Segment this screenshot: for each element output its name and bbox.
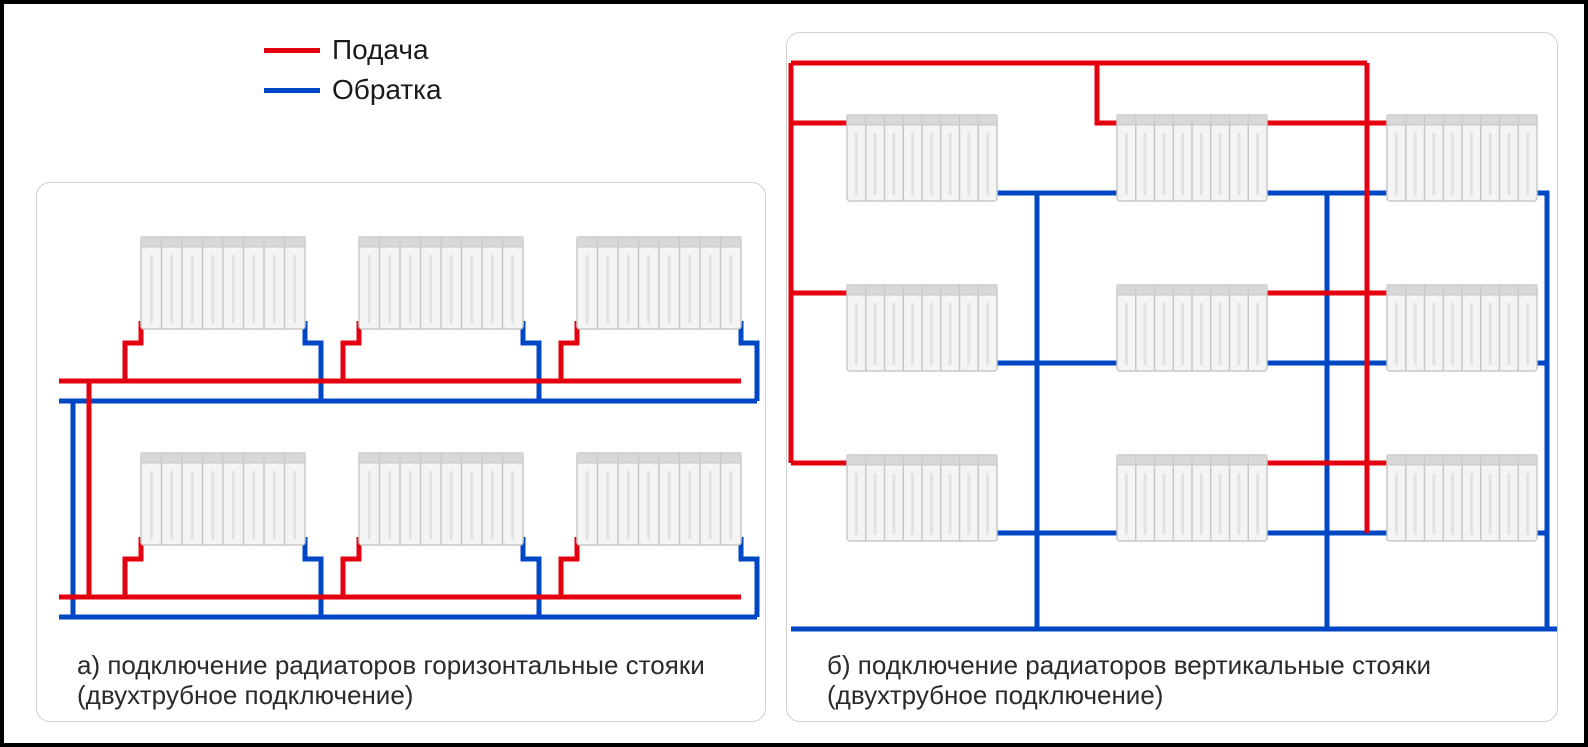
legend: Подача Обратка: [264, 34, 442, 114]
radiator: [577, 453, 741, 545]
pipe: [125, 321, 141, 381]
radiator: [359, 237, 523, 329]
panel-a: а) подключение радиаторов горизонтальные…: [36, 182, 766, 722]
panel-b: б) подключение радиаторов вертикальные с…: [786, 32, 1558, 722]
legend-return: Обратка: [264, 74, 442, 106]
radiator: [1387, 115, 1537, 201]
diagram-a: [37, 183, 767, 723]
caption-a: а) подключение радиаторов горизонтальные…: [77, 651, 737, 711]
pipe: [343, 321, 359, 381]
legend-return-swatch: [264, 88, 320, 93]
legend-supply-label: Подача: [332, 34, 429, 66]
diagram-b: [787, 33, 1559, 723]
radiator: [1387, 285, 1537, 371]
radiator: [1117, 285, 1267, 371]
radiator: [847, 285, 997, 371]
pipe: [1097, 63, 1117, 123]
legend-return-label: Обратка: [332, 74, 442, 106]
pipe: [741, 537, 757, 617]
pipe: [1537, 193, 1547, 629]
radiator: [141, 237, 305, 329]
pipe: [125, 537, 141, 597]
radiator: [1387, 455, 1537, 541]
radiator: [141, 453, 305, 545]
radiator: [359, 453, 523, 545]
pipe: [305, 321, 321, 401]
legend-supply: Подача: [264, 34, 442, 66]
pipe: [305, 537, 321, 617]
radiator: [1117, 115, 1267, 201]
radiator: [1117, 455, 1267, 541]
pipe: [741, 321, 757, 401]
pipe: [561, 321, 577, 381]
radiator: [847, 115, 997, 201]
radiator: [847, 455, 997, 541]
caption-b: б) подключение радиаторов вертикальные с…: [827, 651, 1527, 711]
pipe: [343, 537, 359, 597]
pipe: [523, 321, 539, 401]
pipe: [561, 537, 577, 597]
pipe: [523, 537, 539, 617]
legend-supply-swatch: [264, 48, 320, 53]
radiator: [577, 237, 741, 329]
pipe: [791, 63, 847, 123]
outer-frame: Подача Обратка а) подключение радиаторов…: [0, 0, 1588, 747]
